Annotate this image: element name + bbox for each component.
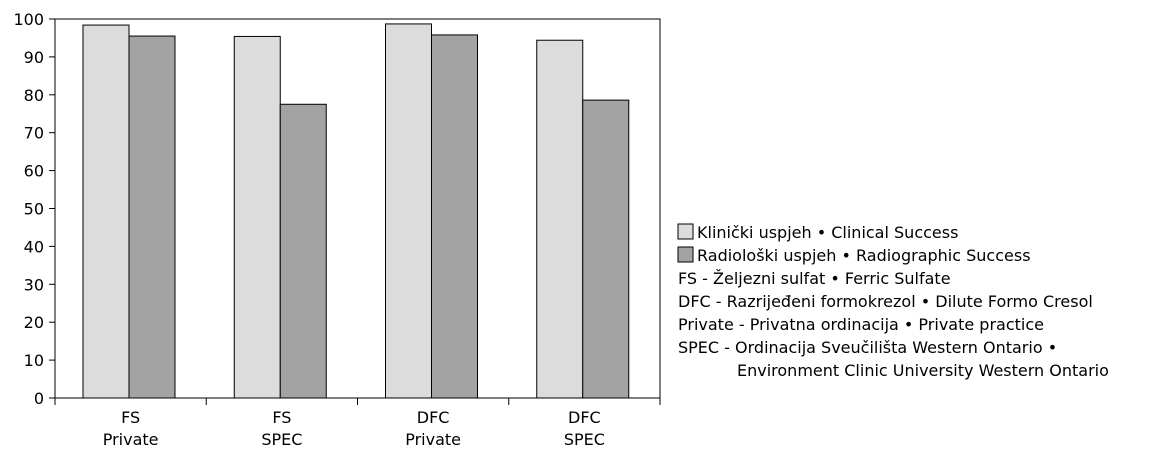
bar-clinical-success xyxy=(233,35,281,399)
legend-note: Private - Privatna ordinacija • Private … xyxy=(678,315,1044,334)
legend-note: FS - Željezni sulfat • Ferric Sulfate xyxy=(678,269,951,288)
x-category-label: Private xyxy=(103,430,159,449)
x-category-label: SPEC xyxy=(564,430,605,449)
y-tick-label: 10 xyxy=(24,351,44,370)
y-tick-label: 40 xyxy=(24,237,44,256)
x-category-label: SPEC xyxy=(261,430,302,449)
y-tick-label: 80 xyxy=(24,86,44,105)
y-tick-label: 60 xyxy=(24,162,44,181)
bar-radiographic-success xyxy=(128,35,176,399)
legend-swatch-clinical xyxy=(677,223,694,240)
legend-entry: Klinički uspjeh • Clinical Success xyxy=(697,223,958,242)
legend: Klinički uspjeh • Clinical Success Radiol… xyxy=(677,223,1109,380)
x-category-label: FS xyxy=(121,408,140,427)
legend-entry: Radiološki uspjeh • Radiographic Success xyxy=(697,246,1031,265)
bar-radiographic-success xyxy=(582,99,630,399)
y-tick-label: 50 xyxy=(24,200,44,219)
plot-area: 0 10 20 30 40 50 60 70 80 90 100 FS Private FS SPEC DFC… xyxy=(13,10,661,449)
y-tick-label: 100 xyxy=(13,10,44,29)
x-category-label: DFC xyxy=(417,408,450,427)
legend-note: Environment Clinic University Western On… xyxy=(737,361,1109,380)
x-category-label: FS xyxy=(272,408,291,427)
y-tick-label: 90 xyxy=(24,48,44,67)
bar-radiographic-success xyxy=(279,103,327,399)
bar-radiographic-success xyxy=(431,34,478,399)
legend-note: DFC - Razrijeđeni formokrezol • Dilute F… xyxy=(678,292,1093,311)
x-category-label: DFC xyxy=(568,408,601,427)
y-tick-label: 30 xyxy=(24,275,44,294)
y-tick-label: 0 xyxy=(34,389,44,408)
bar-clinical-success xyxy=(536,39,584,399)
x-category-label: Private xyxy=(405,430,461,449)
legend-note: SPEC - Ordinacija Sveučilišta Western On… xyxy=(678,338,1057,357)
bar-clinical-success xyxy=(385,23,432,399)
bar-clinical-success xyxy=(82,24,130,399)
y-tick-label: 20 xyxy=(24,313,44,332)
y-tick-label: 70 xyxy=(24,124,44,143)
legend-swatch-radiographic xyxy=(677,246,694,263)
